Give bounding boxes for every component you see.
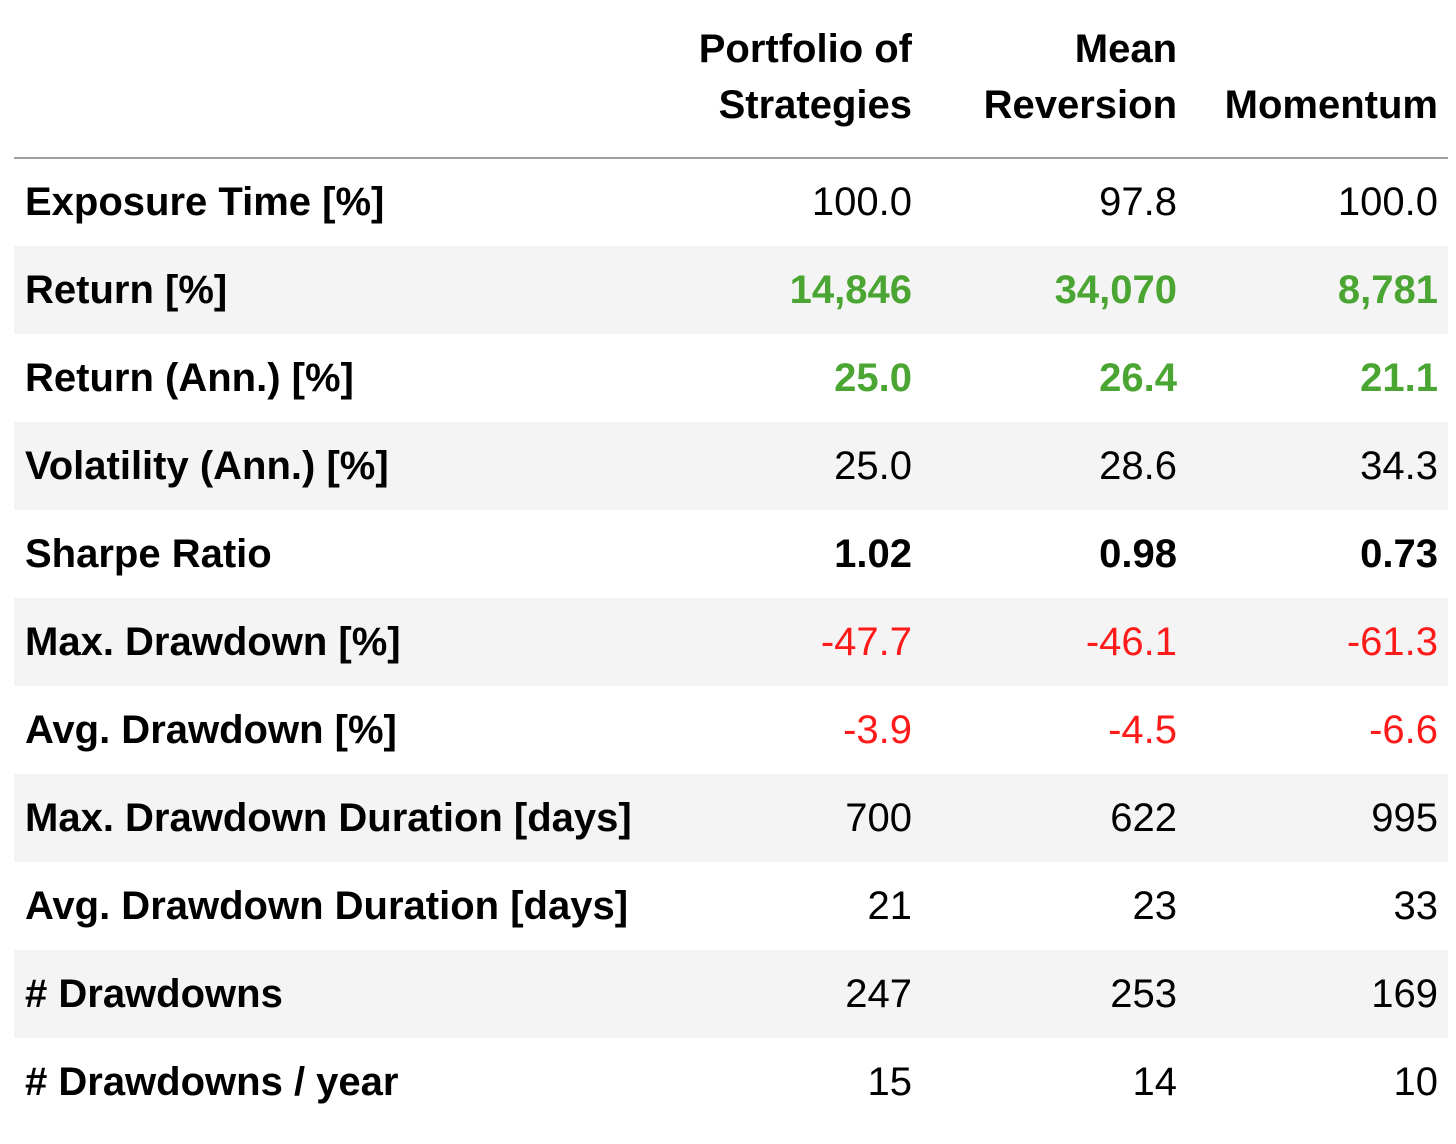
column-header-line: Mean bbox=[1074, 27, 1177, 71]
row-label: Avg. Drawdown [%] bbox=[25, 707, 397, 752]
row-label: # Drawdowns / year bbox=[25, 1059, 399, 1104]
row-label: Exposure Time [%] bbox=[25, 180, 385, 224]
table-cell: 8,781 bbox=[1189, 246, 1448, 334]
table-cell: -3.9 bbox=[843, 707, 912, 752]
table-cell: 0.98 bbox=[1099, 531, 1177, 576]
table-row: Avg. Drawdown Duration [days] 21 23 33 bbox=[14, 862, 1448, 950]
table-cell: 14 bbox=[1132, 1059, 1178, 1104]
table-cell: 25.0 bbox=[834, 355, 912, 400]
table-body: Exposure Time [%] 100.0 97.8 100.0 Return [%… bbox=[14, 158, 1448, 1126]
table-cell: 28.6 bbox=[924, 422, 1189, 510]
table-cell: 100.0 bbox=[811, 180, 912, 224]
table-cell: -47.7 bbox=[659, 598, 924, 686]
table-cell: 15 bbox=[867, 1059, 913, 1104]
column-header-line: Reversion bbox=[983, 83, 1177, 127]
table-row: Sharpe Ratio 1.02 0.98 0.73 bbox=[14, 510, 1448, 598]
table-cell: 622 bbox=[924, 774, 1189, 862]
table-cell: -61.3 bbox=[1189, 598, 1448, 686]
row-label: Return [%] bbox=[14, 246, 659, 334]
row-label: Max. Drawdown Duration [days] bbox=[14, 774, 659, 862]
table-cell: 10 bbox=[1393, 1059, 1439, 1104]
table-cell: -6.6 bbox=[1369, 707, 1438, 752]
table-cell: 169 bbox=[1189, 950, 1448, 1038]
table-cell: 21 bbox=[867, 883, 913, 928]
table-cell: 700 bbox=[659, 774, 924, 862]
table-cell: 23 bbox=[1132, 883, 1178, 928]
table-cell: 33 bbox=[1393, 883, 1439, 928]
column-header-line: Strategies bbox=[718, 83, 912, 127]
table-cell: 1.02 bbox=[834, 531, 912, 576]
table-cell: 14,846 bbox=[659, 246, 924, 334]
column-header-momentum: Momentum bbox=[1189, 0, 1448, 159]
column-header-mean-reversion: Mean Reversion bbox=[924, 0, 1189, 159]
table-cell: 34,070 bbox=[924, 246, 1189, 334]
performance-stats-table: Portfolio of Strategies Mean Reversion M… bbox=[14, 0, 1448, 1126]
row-label: Max. Drawdown [%] bbox=[14, 598, 659, 686]
table-row: Exposure Time [%] 100.0 97.8 100.0 bbox=[14, 158, 1448, 246]
column-header-portfolio: Portfolio of Strategies bbox=[659, 0, 924, 159]
table-row: Return [%] 14,846 34,070 8,781 bbox=[14, 246, 1448, 334]
table-cell: 97.8 bbox=[1099, 180, 1177, 224]
row-label: Avg. Drawdown Duration [days] bbox=[25, 883, 629, 928]
table-row: Max. Drawdown Duration [days] 700 622 995 bbox=[14, 774, 1448, 862]
table-cell: 34.3 bbox=[1189, 422, 1448, 510]
table-cell: -46.1 bbox=[924, 598, 1189, 686]
table-cell: 0.73 bbox=[1360, 531, 1438, 576]
header-corner bbox=[14, 0, 659, 159]
table-cell: 247 bbox=[659, 950, 924, 1038]
table-header: Portfolio of Strategies Mean Reversion M… bbox=[14, 0, 1448, 159]
column-header-line: Momentum bbox=[1224, 83, 1438, 127]
table-cell: -4.5 bbox=[1108, 707, 1177, 752]
table-row: # Drawdowns / year 15 14 10 bbox=[14, 1038, 1448, 1126]
row-label: # Drawdowns bbox=[14, 950, 659, 1038]
table-cell: 21.1 bbox=[1360, 355, 1438, 400]
table-row: # Drawdowns 247 253 169 bbox=[14, 950, 1448, 1038]
table-cell: 25.0 bbox=[659, 422, 924, 510]
table-row: Avg. Drawdown [%] -3.9 -4.5 -6.6 bbox=[14, 686, 1448, 774]
table-row: Volatility (Ann.) [%] 25.0 28.6 34.3 bbox=[14, 422, 1448, 510]
header-row: Portfolio of Strategies Mean Reversion M… bbox=[14, 0, 1448, 159]
row-label: Volatility (Ann.) [%] bbox=[14, 422, 659, 510]
table-cell: 995 bbox=[1189, 774, 1448, 862]
column-header-line: Portfolio of bbox=[698, 27, 912, 71]
table-cell: 100.0 bbox=[1337, 180, 1438, 224]
table-cell: 253 bbox=[924, 950, 1189, 1038]
table-cell: 26.4 bbox=[1099, 355, 1177, 400]
row-label: Return (Ann.) [%] bbox=[25, 355, 354, 400]
row-label: Sharpe Ratio bbox=[25, 531, 272, 576]
table-row: Max. Drawdown [%] -47.7 -46.1 -61.3 bbox=[14, 598, 1448, 686]
table-row: Return (Ann.) [%] 25.0 26.4 21.1 bbox=[14, 334, 1448, 422]
